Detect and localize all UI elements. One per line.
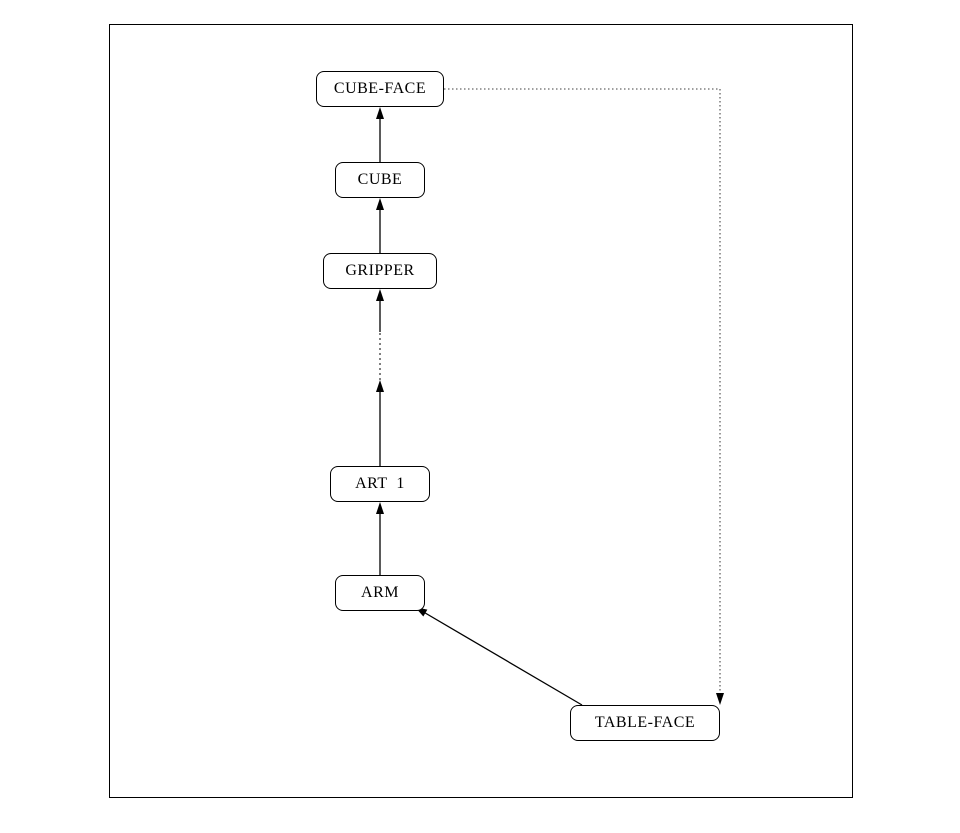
node-label: ART 1 — [355, 475, 405, 493]
diagram-frame — [109, 24, 853, 798]
node-label: CUBE — [358, 171, 403, 189]
node-art-1: ART 1 — [330, 466, 430, 502]
node-label: CUBE-FACE — [334, 80, 426, 98]
node-table-face: TABLE-FACE — [570, 705, 720, 741]
node-label: GRIPPER — [345, 262, 414, 280]
node-arm: ARM — [335, 575, 425, 611]
node-gripper: GRIPPER — [323, 253, 437, 289]
node-cube-face: CUBE-FACE — [316, 71, 444, 107]
node-label: ARM — [361, 584, 399, 602]
node-cube: CUBE — [335, 162, 425, 198]
node-label: TABLE-FACE — [595, 714, 695, 732]
diagram-canvas: CUBE-FACE CUBE GRIPPER ART 1 ARM TABLE-F… — [0, 0, 960, 833]
